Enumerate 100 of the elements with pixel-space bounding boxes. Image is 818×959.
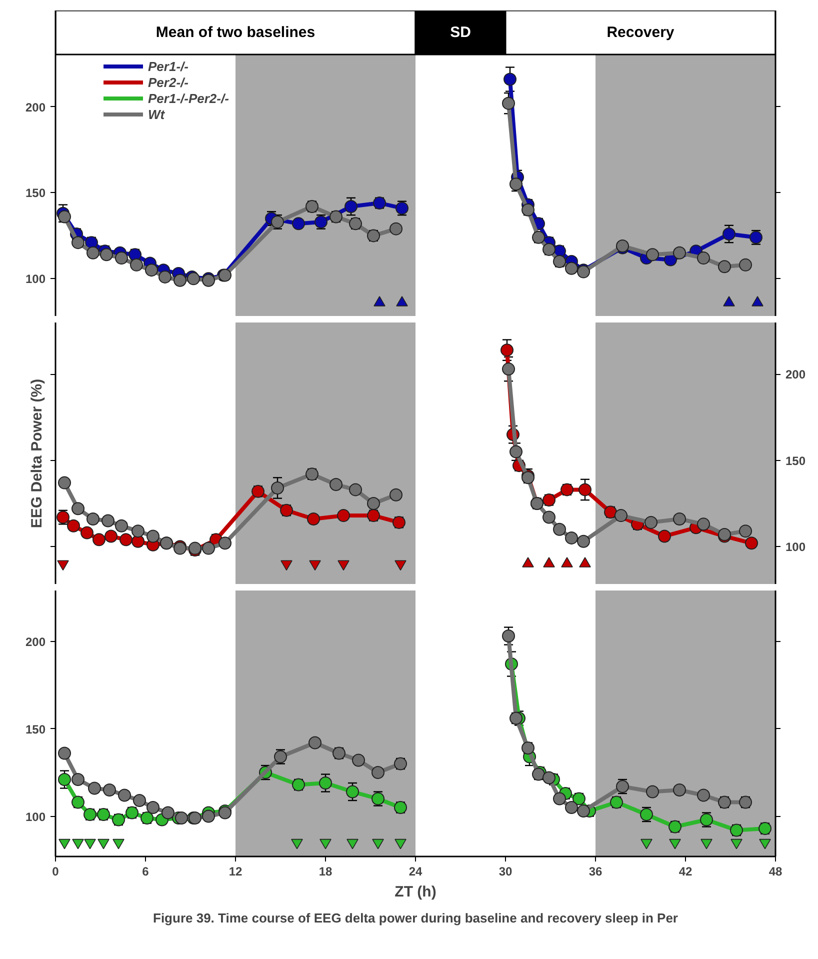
point bbox=[646, 248, 659, 262]
point bbox=[72, 838, 84, 850]
point bbox=[565, 262, 578, 275]
point bbox=[502, 96, 515, 110]
point bbox=[759, 838, 771, 850]
point bbox=[115, 519, 128, 532]
x-axis-title: ZT (h) bbox=[394, 884, 436, 900]
point bbox=[92, 533, 106, 546]
y-tick-label: 100 bbox=[25, 810, 46, 824]
point bbox=[697, 252, 710, 265]
point bbox=[577, 804, 590, 818]
point bbox=[565, 801, 578, 814]
x-tick-label: 24 bbox=[408, 864, 422, 878]
text: Per2-/- bbox=[148, 74, 188, 90]
point bbox=[292, 217, 305, 230]
y-tick-label: 150 bbox=[25, 186, 46, 200]
point bbox=[500, 344, 514, 357]
point bbox=[330, 478, 342, 492]
point bbox=[504, 72, 516, 86]
point bbox=[146, 530, 160, 543]
point bbox=[72, 773, 84, 786]
point bbox=[673, 246, 686, 260]
point bbox=[115, 252, 128, 265]
point bbox=[565, 531, 578, 544]
point bbox=[72, 236, 84, 250]
x-tick-label: 6 bbox=[142, 864, 150, 878]
point bbox=[58, 838, 70, 850]
point bbox=[697, 518, 710, 531]
point bbox=[502, 630, 515, 642]
point bbox=[112, 838, 124, 850]
legend-label: Wt bbox=[148, 106, 166, 122]
point bbox=[739, 524, 752, 538]
point bbox=[88, 782, 101, 795]
point bbox=[577, 534, 590, 548]
point bbox=[697, 788, 710, 802]
point bbox=[86, 512, 100, 526]
point bbox=[640, 838, 652, 850]
point bbox=[337, 509, 350, 522]
point bbox=[346, 785, 359, 798]
point bbox=[510, 178, 522, 191]
point bbox=[133, 794, 146, 807]
band-label: SD bbox=[450, 24, 472, 41]
point bbox=[218, 536, 232, 550]
point bbox=[118, 788, 131, 802]
point bbox=[394, 838, 406, 850]
point bbox=[673, 512, 686, 526]
point bbox=[372, 766, 384, 779]
point bbox=[158, 270, 172, 284]
point bbox=[553, 255, 566, 268]
point bbox=[722, 227, 736, 240]
point bbox=[202, 542, 215, 555]
y2-tick-label: 150 bbox=[786, 454, 806, 468]
point bbox=[390, 222, 402, 236]
y2-tick-label: 200 bbox=[786, 368, 806, 382]
point bbox=[553, 522, 566, 536]
point bbox=[103, 784, 116, 796]
x-tick-label: 42 bbox=[678, 864, 692, 878]
point bbox=[700, 838, 712, 850]
point bbox=[58, 773, 71, 786]
point bbox=[646, 785, 659, 798]
point bbox=[390, 488, 402, 502]
y-tick-label: 150 bbox=[25, 722, 46, 736]
point bbox=[271, 481, 284, 494]
point bbox=[644, 516, 658, 529]
point bbox=[307, 512, 320, 526]
point bbox=[98, 838, 110, 850]
x-tick-label: 18 bbox=[318, 864, 332, 878]
band-label: Recovery bbox=[606, 24, 675, 41]
point bbox=[372, 838, 384, 850]
point bbox=[542, 771, 556, 784]
x-tick-label: 12 bbox=[228, 864, 242, 878]
y-tick-label: 200 bbox=[25, 100, 46, 114]
point bbox=[162, 806, 174, 820]
point bbox=[542, 242, 556, 256]
point bbox=[100, 248, 113, 262]
point bbox=[84, 838, 96, 850]
point bbox=[202, 810, 215, 823]
point bbox=[718, 260, 731, 274]
point bbox=[130, 258, 143, 272]
point bbox=[673, 784, 686, 796]
point bbox=[730, 838, 742, 850]
point bbox=[320, 838, 332, 850]
point bbox=[578, 483, 592, 496]
point bbox=[367, 497, 380, 510]
point bbox=[349, 483, 362, 496]
point bbox=[532, 230, 545, 244]
point bbox=[104, 530, 118, 543]
point bbox=[58, 476, 71, 490]
y2-tick-label: 100 bbox=[786, 540, 806, 554]
point bbox=[522, 203, 534, 216]
y-tick-label: 200 bbox=[25, 634, 46, 649]
point bbox=[319, 776, 332, 790]
point bbox=[145, 264, 158, 277]
point bbox=[58, 746, 71, 760]
point bbox=[614, 509, 628, 522]
point bbox=[80, 526, 94, 540]
caption: Figure 39. Time course of EEG delta power during baseline and recovery sleep in Per bbox=[153, 910, 678, 926]
point bbox=[658, 530, 671, 543]
point bbox=[739, 258, 752, 272]
point bbox=[175, 812, 188, 824]
